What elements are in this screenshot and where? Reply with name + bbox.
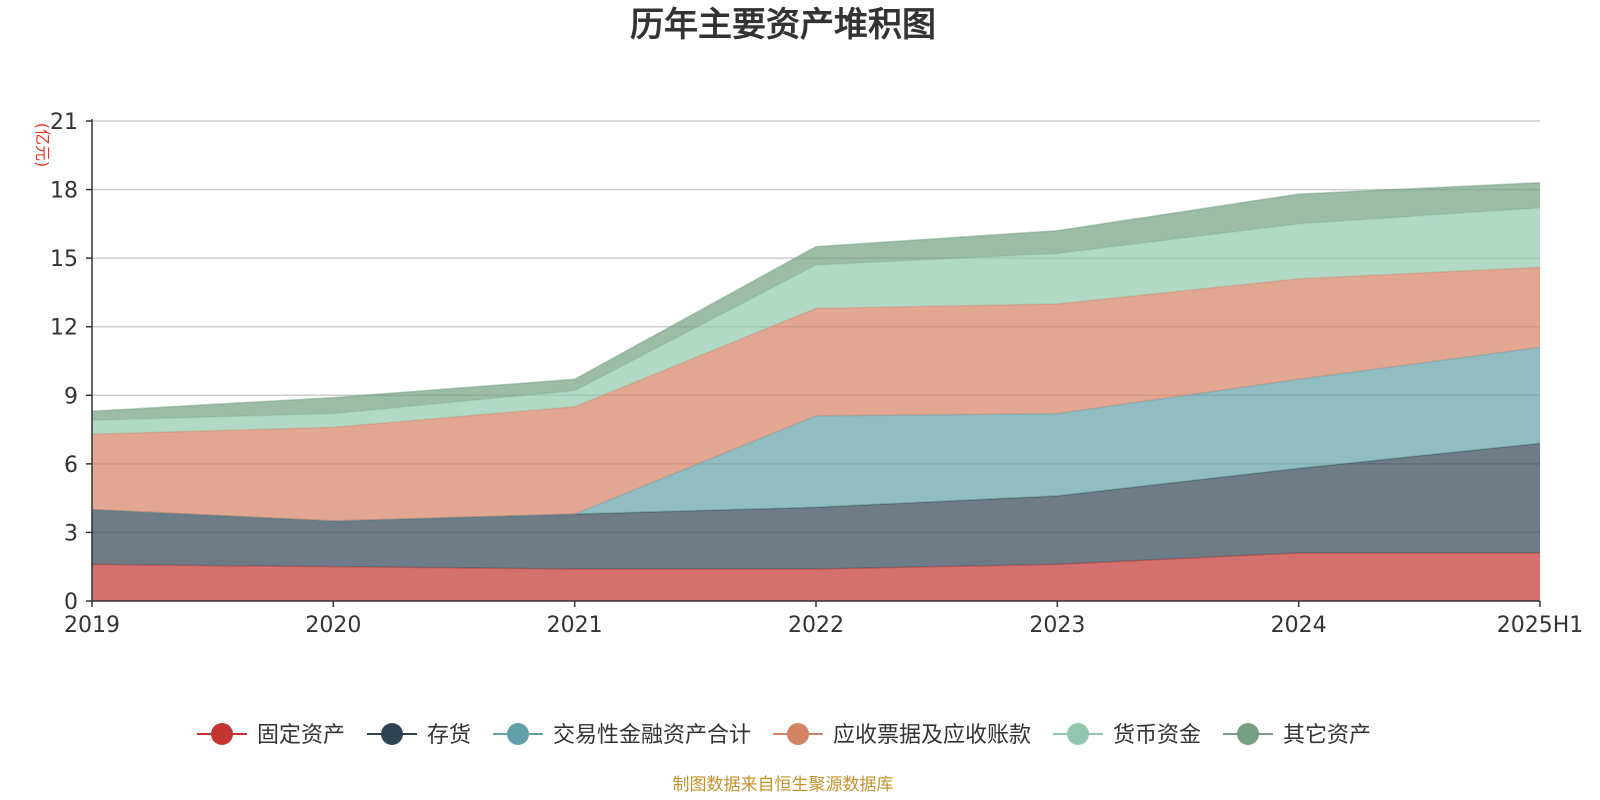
legend-item-1[interactable]: 存货 <box>367 723 471 748</box>
y-tick-label: 21 <box>50 110 78 135</box>
x-tick-label: 2023 <box>1029 613 1085 638</box>
x-tick-label: 2021 <box>547 613 603 638</box>
x-axis-ticks: 2019 2020 2021 2022 2023 2024 2025H1 <box>64 601 1583 638</box>
legend-marker-icon <box>211 723 233 745</box>
legend-item-0[interactable]: 固定资产 <box>197 723 345 748</box>
area-series <box>91 181 1541 601</box>
legend-marker-icon <box>507 723 529 745</box>
x-tick-label: 2019 <box>64 613 120 638</box>
legend-marker-icon <box>1067 723 1089 745</box>
x-tick-label: 2020 <box>305 613 361 638</box>
legend-label: 交易性金融资产合计 <box>553 723 751 748</box>
area-series-line-5 <box>91 181 1541 413</box>
legend-item-3[interactable]: 应收票据及应收账款 <box>773 723 1031 748</box>
y-tick-label: 3 <box>64 521 78 546</box>
legend-label: 其它资产 <box>1283 723 1371 748</box>
legend-item-5[interactable]: 其它资产 <box>1223 723 1371 748</box>
area-series-2 <box>92 347 1540 521</box>
legend-label: 存货 <box>427 723 471 748</box>
legend-label: 应收票据及应收账款 <box>833 723 1031 748</box>
area-series-0 <box>92 553 1540 601</box>
chart-title: 历年主要资产堆积图 <box>630 5 936 45</box>
y-axis-unit-label: (亿元) <box>33 123 52 168</box>
x-tick-label: 2024 <box>1271 613 1327 638</box>
y-tick-label: 18 <box>50 179 78 204</box>
y-tick-label: 12 <box>50 316 78 341</box>
legend-marker-icon <box>1237 723 1259 745</box>
y-tick-label: 15 <box>50 247 78 272</box>
legend-marker-icon <box>381 723 403 745</box>
legend-marker-icon <box>787 723 809 745</box>
area-series-1 <box>92 443 1540 569</box>
legend: 固定资产 存货 交易性金融资产合计 应收票据及应收账款 货币资金 其它资产 <box>197 723 1371 748</box>
y-tick-label: 6 <box>64 453 78 478</box>
source-note: 制图数据来自恒生聚源数据库 <box>673 775 894 795</box>
legend-label: 固定资产 <box>257 723 345 748</box>
legend-item-2[interactable]: 交易性金融资产合计 <box>493 723 751 748</box>
legend-label: 货币资金 <box>1113 723 1201 748</box>
area-series-4 <box>92 207 1540 435</box>
area-series-5 <box>92 182 1540 421</box>
y-tick-label: 9 <box>64 384 78 409</box>
area-series-3 <box>92 267 1540 521</box>
x-tick-label: 2025H1 <box>1497 613 1584 638</box>
y-axis-ticks: 0 3 6 9 12 15 18 21 <box>50 110 92 615</box>
y-tick-label: 0 <box>64 590 78 615</box>
legend-item-4[interactable]: 货币资金 <box>1053 723 1201 748</box>
x-tick-label: 2022 <box>788 613 844 638</box>
